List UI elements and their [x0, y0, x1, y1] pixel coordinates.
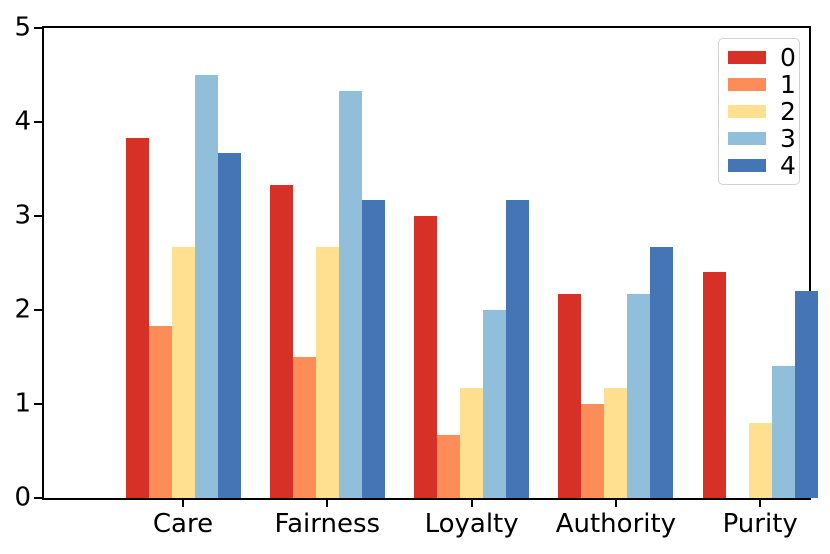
bar-loyalty-series-1: [437, 435, 461, 498]
x-tick-mark: [614, 500, 617, 507]
bar-care-series-3: [194, 75, 218, 498]
y-tick-label: 1: [14, 388, 31, 419]
x-tick-label-authority: Authority: [555, 509, 677, 539]
bar-authority-series-4: [650, 247, 674, 498]
legend-swatch-icon: [728, 159, 766, 172]
legend-entry-4: 4: [719, 153, 799, 178]
y-tick-mark: [34, 215, 42, 217]
bar-purity-series-2: [748, 422, 772, 498]
bar-loyalty-series-4: [506, 200, 530, 498]
bar-loyalty-series-2: [460, 388, 484, 498]
bar-loyalty-series-0: [414, 216, 438, 498]
bar-care-series-1: [148, 326, 172, 498]
legend-entry-2: 2: [719, 99, 799, 124]
y-tick-label: 0: [14, 482, 31, 513]
bar-fairness-series-3: [338, 91, 362, 498]
legend-entry-1: 1: [719, 72, 799, 97]
bar-fairness-series-1: [292, 357, 316, 498]
x-tick-label-loyalty: Loyalty: [424, 509, 519, 539]
bar-loyalty-series-3: [483, 310, 507, 498]
bar-care-series-4: [217, 153, 241, 498]
legend-swatch-icon: [728, 51, 766, 64]
legend-label: 4: [780, 151, 796, 180]
y-tick-mark: [34, 121, 42, 123]
x-tick-mark: [182, 500, 184, 507]
x-tick-mark: [470, 500, 473, 507]
bar-fairness-series-2: [315, 247, 339, 498]
legend-swatch-icon: [728, 132, 766, 145]
bar-purity-series-0: [702, 272, 726, 498]
legend-label: 3: [780, 124, 796, 153]
x-tick-mark: [326, 500, 329, 507]
bar-care-series-0: [125, 138, 149, 498]
bar-fairness-series-0: [269, 185, 293, 498]
y-tick-label: 4: [14, 106, 31, 137]
legend-label: 0: [780, 43, 796, 72]
y-tick-mark: [34, 309, 42, 311]
legend-swatch-icon: [728, 78, 766, 91]
bar-purity-series-4: [794, 291, 818, 498]
bar-care-series-2: [171, 247, 195, 498]
bar-authority-series-1: [581, 404, 605, 498]
legend-entry-3: 3: [719, 126, 799, 151]
y-tick-mark: [34, 497, 42, 499]
legend-label: 1: [780, 70, 796, 99]
legend-label: 2: [780, 97, 796, 126]
y-tick-label: 2: [14, 294, 31, 325]
plot-area: 0 1 2 3 4 5 Care Fairness Loyalty Authority Purity: [14, 14, 818, 537]
x-tick-label-fairness: Fairness: [274, 509, 381, 539]
bar-fairness-series-4: [361, 200, 385, 498]
bar-purity-series-3: [771, 366, 795, 498]
bar-authority-series-0: [558, 294, 582, 498]
y-tick-mark: [34, 403, 42, 405]
y-tick-mark: [34, 27, 42, 29]
bar-authority-series-3: [627, 294, 651, 498]
legend-swatch-icon: [728, 105, 766, 118]
x-tick-label-care: Care: [152, 509, 214, 539]
x-tick-label-purity: Purity: [722, 509, 798, 539]
bar-authority-series-2: [604, 388, 628, 498]
y-tick-label: 3: [14, 200, 31, 231]
y-tick-label: 5: [14, 12, 31, 43]
legend-entry-0: 0: [719, 45, 799, 70]
x-tick-mark: [759, 500, 762, 507]
